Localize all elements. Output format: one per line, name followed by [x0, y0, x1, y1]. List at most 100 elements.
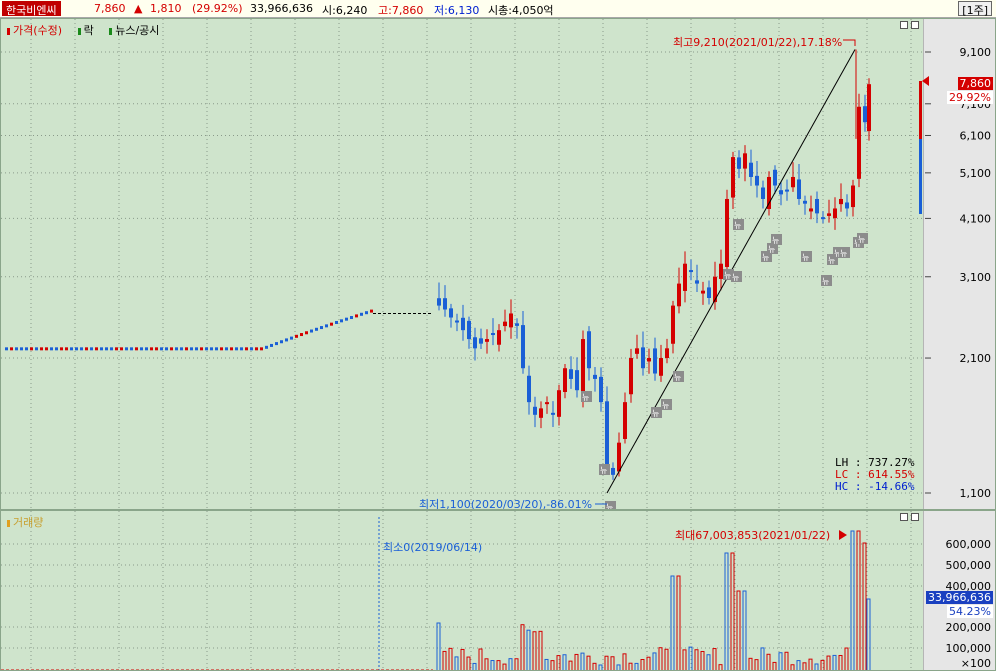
price-dot — [370, 309, 373, 313]
volume-y-tick: 100,000 — [946, 642, 992, 655]
volume-y-tick: 400,000 — [946, 580, 992, 593]
price-dot — [145, 347, 148, 351]
candle-body — [725, 198, 729, 267]
price-dot — [80, 347, 83, 351]
candle-body — [845, 202, 849, 209]
candle-body — [671, 305, 675, 344]
volume-bar — [466, 656, 471, 670]
volume-bar — [544, 658, 549, 670]
close-pane-button[interactable] — [911, 513, 919, 521]
volume-legend: 거래량 — [7, 514, 55, 530]
candle-body — [821, 217, 825, 220]
candle-body — [497, 330, 501, 345]
price-min-label: 최저1,100(2020/03/20),-86.01% — [419, 498, 592, 510]
price-dot — [195, 347, 198, 351]
candle-body — [449, 308, 453, 318]
candle-body — [665, 348, 669, 358]
candle-body — [695, 280, 699, 284]
candle-body — [587, 331, 591, 369]
volume-bar — [574, 653, 579, 670]
volume-max-label: 최대67,003,853(2021/01/22) — [675, 529, 830, 542]
volume-bar — [820, 659, 825, 670]
price-dot — [180, 347, 183, 351]
news-badge-label: 뉴 — [674, 373, 681, 382]
price-dot — [350, 316, 353, 320]
price-dot — [90, 347, 93, 351]
candle-body — [815, 198, 819, 214]
volume-bar — [496, 660, 501, 670]
volume-bar — [598, 664, 603, 670]
minimize-pane-button[interactable] — [900, 513, 908, 521]
volume-bar — [508, 658, 513, 670]
price-dot — [260, 347, 263, 351]
candle-body — [611, 467, 615, 475]
candle-body — [737, 157, 741, 169]
price-dot — [335, 320, 338, 324]
volume-chart-pane[interactable]: 최소0(2019/06/14) 최대67,003,853(2021/01/22) … — [0, 510, 996, 671]
volume-bar — [862, 542, 867, 670]
candle-body — [839, 198, 843, 205]
news-badge-icon — [733, 219, 744, 230]
news-badge-label: 뉴 — [802, 253, 809, 262]
price-dot — [150, 347, 153, 351]
news-badge-label: 뉴 — [772, 236, 779, 245]
period-button[interactable]: [1주] — [958, 1, 992, 17]
price-dot — [125, 347, 128, 351]
volume-bar — [616, 664, 621, 670]
candle-body — [473, 337, 477, 349]
volume-bar — [562, 654, 567, 670]
candle-body — [743, 153, 747, 169]
candle-body — [623, 402, 627, 439]
price-change: 1,810 — [150, 2, 182, 15]
price-dot — [105, 347, 108, 351]
volume-bar — [556, 655, 561, 670]
price-dot — [240, 347, 243, 351]
arrow-up-icon: ▲ — [134, 2, 143, 15]
down-range-bar — [919, 139, 922, 214]
stock-name[interactable]: 한국비엔씨 — [2, 1, 61, 17]
volume-bar — [454, 656, 459, 670]
minimize-pane-button[interactable] — [900, 21, 908, 29]
candle-body — [563, 368, 567, 393]
price-dot — [340, 319, 343, 323]
volume-bar — [802, 662, 807, 670]
news-badge-icon — [833, 247, 844, 258]
volume-bar — [580, 652, 585, 670]
news-badge-label: 뉴 — [724, 271, 731, 280]
legend-news: 뉴스/공시 — [109, 24, 165, 37]
candle-body — [635, 348, 639, 354]
market-cap: 시총:4,050억 — [488, 4, 554, 17]
volume-bar — [658, 647, 663, 670]
volume-bar — [526, 629, 531, 670]
candle-body — [659, 358, 663, 376]
price-dot — [40, 347, 43, 351]
price-y-tick: 1,100 — [960, 487, 992, 500]
candle-body — [749, 162, 753, 177]
news-badge-label: 뉴 — [582, 393, 589, 402]
price-dot — [330, 322, 333, 326]
volume-bar — [442, 650, 447, 670]
volume-bar — [700, 650, 705, 670]
price-chart-pane[interactable]: 뉴뉴뉴뉴뉴뉴뉴뉴뉴뉴뉴뉴뉴뉴뉴뉴뉴뉴뉴최고9,210(2021/01/22),1… — [0, 18, 996, 510]
candle-body — [857, 106, 861, 179]
volume-bar — [568, 660, 573, 670]
price-max-label: 최고9,210(2021/01/22),17.18% — [673, 36, 842, 49]
trade-volume: 33,966,636 — [250, 2, 313, 15]
volume-bar — [832, 654, 837, 670]
volume-bar — [514, 658, 519, 670]
candle-body — [437, 298, 441, 306]
news-badge-label: 뉴 — [834, 249, 841, 258]
candle-body — [863, 106, 867, 123]
price-dot — [45, 347, 48, 351]
news-badge-icon — [857, 233, 868, 244]
volume-bar — [718, 664, 723, 670]
volume-bar — [634, 662, 639, 670]
news-badge-label: 뉴 — [828, 256, 835, 265]
close-pane-button[interactable] — [911, 21, 919, 29]
volume-bar — [850, 530, 855, 670]
news-badge-label: 뉴 — [662, 401, 669, 410]
volume-bar — [712, 648, 717, 670]
volume-y-tick: ×100 — [961, 657, 991, 670]
candle-body — [791, 176, 795, 188]
